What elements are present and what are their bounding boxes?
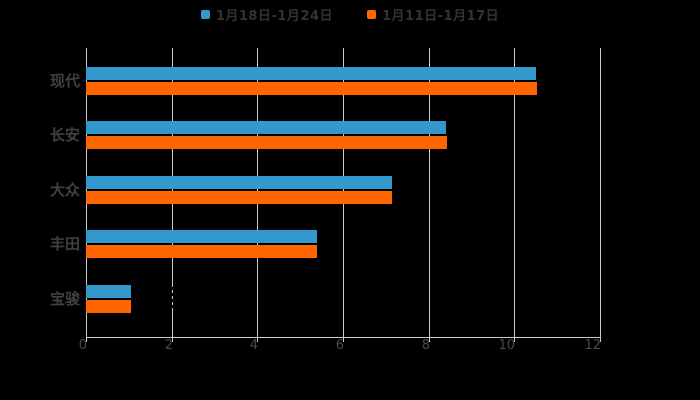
legend-swatch-icon	[200, 9, 210, 19]
category-label-丰田: 丰田	[49, 235, 80, 253]
chart-legend: 1月18日-1月24日 1月11日-1月17日	[0, 4, 700, 24]
gridline-x12	[600, 48, 601, 337]
axis-tick-x4	[257, 337, 258, 342]
x-tick-label: 2	[164, 338, 173, 353]
bar-长安-series1[interactable]	[86, 136, 447, 149]
bar-现代-series1[interactable]	[86, 82, 537, 95]
legend-item-week-jan18-24[interactable]: 1月18日-1月24日	[200, 5, 333, 24]
gridline-x10	[514, 48, 515, 337]
category-label-宝骏: 宝骏	[49, 290, 80, 308]
axis-tick-x12	[600, 337, 601, 342]
bar-丰田-series0[interactable]	[86, 230, 317, 243]
legend-item-week-jan11-17[interactable]: 1月11日-1月17日	[367, 5, 499, 24]
x-tick-label: 0	[78, 338, 87, 353]
gridline-x8	[429, 48, 430, 337]
bar-现代-series0[interactable]	[86, 67, 536, 80]
x-tick-label: 4	[249, 338, 258, 353]
legend-swatch-icon	[367, 9, 376, 19]
legend-item-label: 1月11日-1月17日	[382, 8, 500, 24]
x-tick-label: 10	[498, 338, 515, 353]
axis-tick-x8	[429, 337, 430, 342]
bar-丰田-series1[interactable]	[86, 245, 317, 258]
bar-宝骏-series0[interactable]	[86, 285, 131, 298]
x-tick-label: 8	[421, 338, 430, 353]
bar-宝骏-series1[interactable]	[86, 300, 131, 313]
axis-tick-x2	[172, 337, 173, 342]
x-tick-label: 12	[584, 338, 601, 353]
category-label-大众: 大众	[49, 181, 80, 199]
category-label-现代: 现代	[49, 72, 80, 90]
x-axis-line	[86, 337, 601, 338]
category-label-长安: 长安	[49, 126, 80, 144]
axis-tick-x10	[514, 337, 515, 342]
axis-tick-x0	[86, 337, 87, 342]
legend-item-label: 1月18日-1月24日	[215, 8, 333, 24]
bar-大众-series1[interactable]	[86, 191, 392, 204]
gridline-dash-artifact	[171, 287, 173, 309]
bar-长安-series0[interactable]	[86, 121, 446, 134]
bar-大众-series0[interactable]	[86, 176, 392, 189]
axis-tick-x6	[343, 337, 344, 342]
x-tick-label: 6	[335, 338, 344, 353]
